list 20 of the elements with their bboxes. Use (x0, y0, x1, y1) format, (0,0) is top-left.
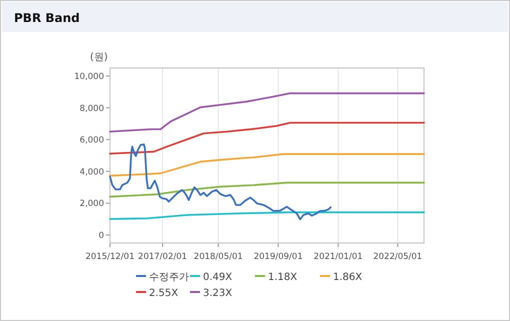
x-tick-label: 2021/01/01 (314, 252, 363, 262)
x-tick-label: 2015/12/01 (86, 252, 134, 262)
legend-label: 2.55X (149, 288, 178, 299)
legend-label: 0.49X (203, 272, 232, 283)
y-tick-label: 6,000 (80, 136, 104, 146)
legend-label: 1.18X (268, 272, 298, 283)
legend-label: 3.23X (203, 288, 232, 299)
x-tick-label: 2017/02/01 (138, 252, 188, 262)
legend-label: 수정주가 (149, 272, 189, 283)
y-tick-label: 0 (98, 231, 104, 242)
x-tick-label: 2022/05/01 (373, 252, 422, 262)
title: PBR Band (14, 11, 80, 25)
x-tick-label: 2018/05/01 (194, 252, 243, 262)
y-axis-title: (원) (90, 52, 108, 63)
y-tick-label: 2,000 (80, 199, 104, 210)
x-tick-label: 2019/09/01 (254, 252, 303, 262)
legend-label: 1.86X (333, 272, 362, 283)
y-tick-label: 10,000 (74, 72, 104, 82)
y-tick-label: 4,000 (80, 167, 104, 178)
y-tick-label: 8,000 (80, 104, 104, 114)
